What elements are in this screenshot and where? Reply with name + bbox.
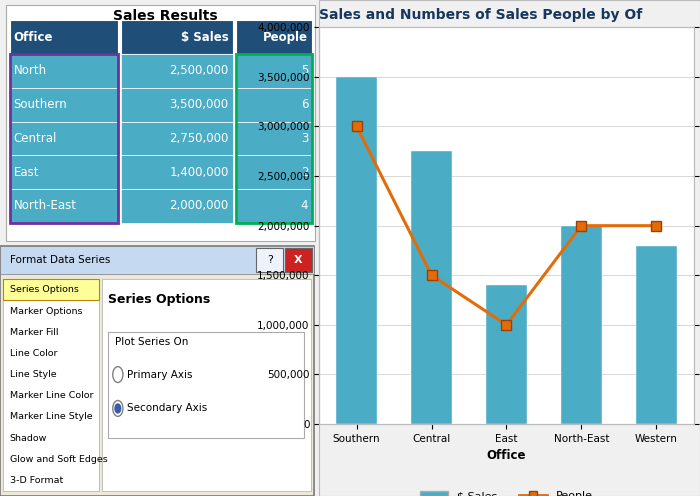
Circle shape (115, 404, 120, 413)
Bar (121, 189, 232, 223)
Text: North-East: North-East (13, 199, 76, 212)
Bar (336, 77, 377, 424)
Bar (411, 151, 452, 424)
Text: X: X (294, 255, 303, 265)
Text: 2: 2 (301, 166, 308, 179)
Text: Central: Central (13, 132, 57, 145)
Text: Marker Fill: Marker Fill (10, 328, 58, 337)
Text: 1,400,000: 1,400,000 (169, 166, 229, 179)
Text: 3-D Format: 3-D Format (10, 476, 63, 485)
Bar (10, 155, 118, 189)
Text: North: North (13, 64, 46, 77)
Text: Line Style: Line Style (10, 370, 56, 379)
Text: Primary Axis: Primary Axis (127, 370, 193, 379)
Text: Sales and Numbers of Sales People by Of: Sales and Numbers of Sales People by Of (319, 8, 643, 22)
Bar (121, 122, 232, 155)
Text: East: East (13, 166, 39, 179)
Bar (108, 332, 304, 438)
Text: ?: ? (267, 255, 273, 265)
Bar (10, 88, 118, 122)
Bar (236, 189, 312, 223)
Bar (10, 20, 118, 54)
Bar (561, 226, 602, 424)
Text: Series Options: Series Options (10, 285, 78, 294)
Bar (0, 246, 314, 274)
Bar (121, 54, 232, 88)
Bar (121, 155, 232, 189)
Text: Southern: Southern (13, 98, 67, 111)
Bar (236, 54, 312, 88)
Text: 3: 3 (301, 132, 308, 145)
Text: 5: 5 (301, 64, 308, 77)
Bar (285, 248, 312, 272)
Bar (121, 88, 232, 122)
Text: Secondary Axis: Secondary Axis (127, 403, 208, 414)
Bar (102, 279, 311, 491)
Text: Marker Options: Marker Options (10, 307, 82, 315)
Bar (236, 20, 312, 54)
Text: Marker Line Style: Marker Line Style (10, 412, 92, 422)
Bar (0, 246, 314, 496)
X-axis label: Office: Office (486, 449, 526, 462)
Text: Office: Office (13, 31, 53, 44)
Bar (236, 122, 312, 155)
Text: Sales Results: Sales Results (113, 9, 218, 23)
Text: Marker Line Color: Marker Line Color (10, 391, 93, 400)
Bar (10, 54, 118, 88)
Bar (10, 122, 118, 155)
Text: $ Sales: $ Sales (181, 31, 229, 44)
Bar (636, 246, 677, 424)
Text: 4: 4 (301, 199, 308, 212)
Text: 2,500,000: 2,500,000 (169, 64, 229, 77)
Circle shape (113, 367, 123, 382)
Legend: $ Sales, People: $ Sales, People (416, 486, 597, 496)
Bar (6, 5, 315, 241)
Bar (10, 189, 118, 223)
Text: 6: 6 (301, 98, 308, 111)
Text: Plot Series On: Plot Series On (115, 337, 188, 347)
Bar (236, 88, 312, 122)
Text: 2,750,000: 2,750,000 (169, 132, 229, 145)
Text: 2,000,000: 2,000,000 (169, 199, 229, 212)
Text: People: People (263, 31, 308, 44)
Bar (486, 285, 527, 424)
Bar (10, 54, 118, 223)
Circle shape (113, 400, 123, 416)
Bar (121, 20, 232, 54)
Text: 3,500,000: 3,500,000 (169, 98, 229, 111)
Text: Format Data Series: Format Data Series (10, 255, 110, 265)
Bar (236, 54, 312, 223)
Bar (4, 279, 99, 301)
Bar (236, 155, 312, 189)
Text: Shadow: Shadow (10, 434, 47, 442)
Bar (256, 248, 284, 272)
Text: Line Color: Line Color (10, 349, 57, 358)
Text: Glow and Soft Edges: Glow and Soft Edges (10, 455, 107, 464)
Text: Series Options: Series Options (108, 293, 211, 306)
Bar (4, 279, 99, 491)
